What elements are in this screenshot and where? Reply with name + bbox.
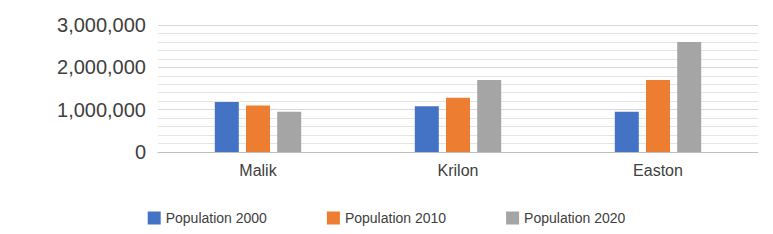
svg-text:Population 2010: Population 2010 (345, 210, 446, 226)
svg-text:Population 2000: Population 2000 (166, 210, 267, 226)
svg-text:0: 0 (135, 141, 146, 163)
svg-text:Malik: Malik (239, 162, 277, 179)
svg-text:Population 2020: Population 2020 (524, 210, 625, 226)
svg-text:Krilon: Krilon (438, 162, 479, 179)
svg-text:1,000,000: 1,000,000 (57, 99, 146, 121)
svg-text:2,000,000: 2,000,000 (57, 56, 146, 78)
svg-text:Easton: Easton (633, 162, 683, 179)
svg-text:3,000,000: 3,000,000 (57, 14, 146, 36)
